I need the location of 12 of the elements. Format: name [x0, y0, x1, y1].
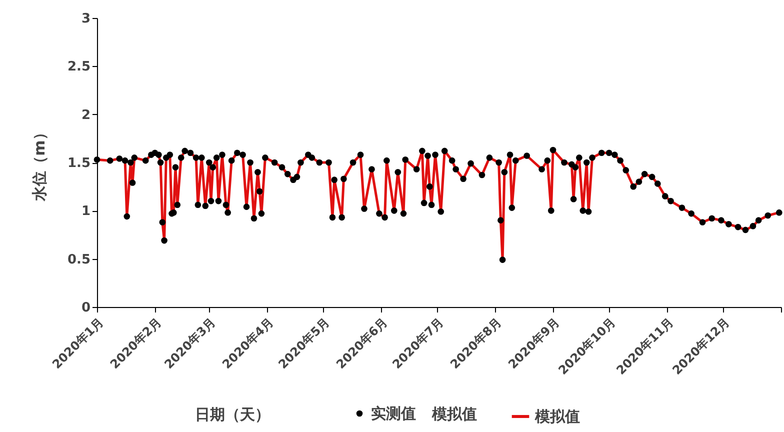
text: 模拟值	[431, 405, 477, 423]
y-tick-label: 0	[81, 300, 90, 316]
y-tick-label: 1.5	[67, 156, 90, 171]
legend-label: 实测值	[371, 404, 416, 422]
legend-label: 模拟值	[534, 408, 580, 426]
y-tick-label: 2.5	[67, 60, 90, 75]
x-axis-title: 日期（天）	[195, 406, 270, 424]
y-tick-label: 2	[81, 108, 90, 123]
y-tick-label: 0.5	[67, 252, 90, 268]
y-axis-title: 水位（m）	[30, 125, 48, 202]
y-tick-label: 1	[81, 204, 90, 220]
y-tick-label: 3	[81, 12, 90, 26]
